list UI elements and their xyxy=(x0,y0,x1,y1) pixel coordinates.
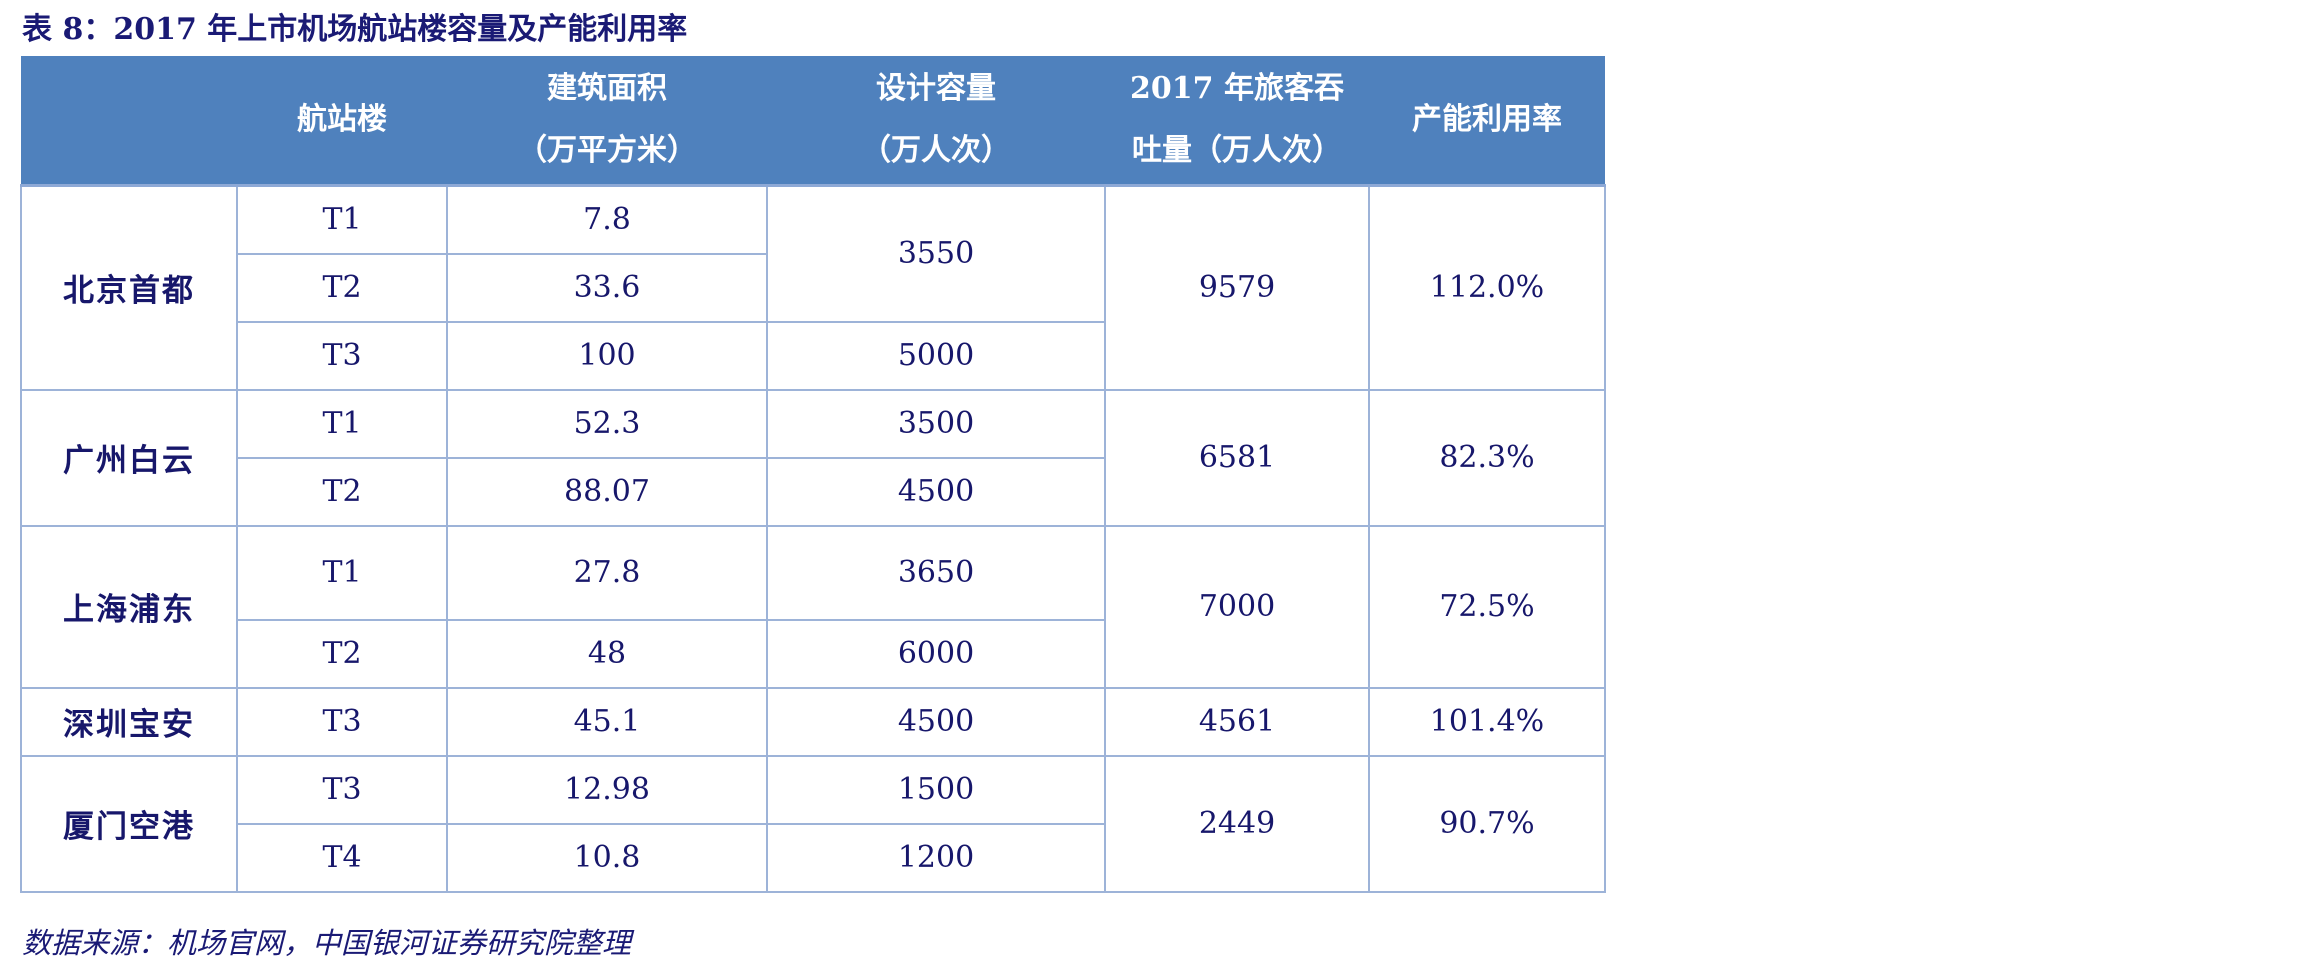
area-cell: 52.3 xyxy=(446,388,768,459)
capacity-cell: 3550 xyxy=(766,184,1106,323)
area-cell: 100 xyxy=(446,320,768,391)
airport-name: 深圳宝安 xyxy=(20,686,238,757)
terminal-cell: T3 xyxy=(236,320,448,391)
utilization-cell: 82.3% xyxy=(1368,388,1606,527)
table-header-row: 航站楼 建筑面积 （万平方米） 设计容量 （万人次） 2017 年旅客吞 吐量（… xyxy=(21,56,1605,186)
source-note: 数据来源：机场官网，中国银河证券研究院整理 xyxy=(22,926,632,960)
terminal-cell: T1 xyxy=(236,388,448,459)
capacity-cell: 3650 xyxy=(766,524,1106,621)
airport-name: 上海浦东 xyxy=(20,524,238,689)
header-area-line1: 建筑面积 xyxy=(547,71,667,106)
table-row: 上海浦东 T1 27.8 3650 7000 72.5% xyxy=(20,524,1606,689)
utilization-cell: 112.0% xyxy=(1368,184,1606,391)
throughput-cell: 2449 xyxy=(1104,754,1370,893)
throughput-cell: 7000 xyxy=(1104,524,1370,689)
capacity-cell: 1500 xyxy=(766,754,1106,825)
table-row: 广州白云 T1 52.3 3500 6581 82.3% xyxy=(20,388,1606,527)
header-capacity: 设计容量 （万人次） xyxy=(767,56,1105,186)
header-throughput-line2: 吐量（万人次） xyxy=(1132,133,1342,168)
area-cell: 33.6 xyxy=(446,252,768,323)
terminal-cell: T2 xyxy=(236,618,448,689)
area-cell: 48 xyxy=(446,618,768,689)
capacity-cell: 3500 xyxy=(766,388,1106,459)
header-capacity-line1: 设计容量 xyxy=(876,71,996,106)
area-cell: 88.07 xyxy=(446,456,768,527)
capacity-cell: 6000 xyxy=(766,618,1106,689)
table-row: 厦门空港 T3 12.98 1500 2449 90.7% xyxy=(20,754,1606,893)
capacity-cell: 5000 xyxy=(766,320,1106,391)
terminal-capacity-table: 航站楼 建筑面积 （万平方米） 设计容量 （万人次） 2017 年旅客吞 吐量（… xyxy=(20,56,1606,893)
throughput-cell: 4561 xyxy=(1104,686,1370,757)
utilization-cell: 101.4% xyxy=(1368,686,1606,757)
area-cell: 12.98 xyxy=(446,754,768,825)
terminal-cell: T3 xyxy=(236,686,448,757)
table-row: 北京首都 T1 7.8 3550 9579 112.0% xyxy=(20,184,1606,391)
utilization-cell: 72.5% xyxy=(1368,524,1606,689)
terminal-cell: T3 xyxy=(236,754,448,825)
terminal-cell: T2 xyxy=(236,252,448,323)
table-row: T3 100 5000 xyxy=(21,320,1605,391)
table-row: T4 10.8 1200 xyxy=(21,822,1605,893)
header-area-line2: （万平方米） xyxy=(517,133,697,168)
terminal-cell: T4 xyxy=(236,822,448,893)
airport-name: 北京首都 xyxy=(20,184,238,391)
terminal-cell: T1 xyxy=(236,184,448,255)
capacity-cell: 1200 xyxy=(766,822,1106,893)
header-throughput-line1: 2017 年旅客吞 xyxy=(1130,71,1344,106)
throughput-cell: 6581 xyxy=(1104,388,1370,527)
capacity-cell: 4500 xyxy=(766,686,1106,757)
header-airport xyxy=(21,56,237,186)
header-terminal: 航站楼 xyxy=(237,56,447,186)
area-cell: 7.8 xyxy=(446,184,768,255)
header-throughput: 2017 年旅客吞 吐量（万人次） xyxy=(1105,56,1369,186)
area-cell: 45.1 xyxy=(446,686,768,757)
table-row: 深圳宝安 T3 45.1 4500 4561 101.4% xyxy=(20,686,1606,757)
airport-name: 广州白云 xyxy=(20,388,238,527)
throughput-cell: 9579 xyxy=(1104,184,1370,391)
area-cell: 27.8 xyxy=(446,524,768,621)
header-area: 建筑面积 （万平方米） xyxy=(447,56,767,186)
header-utilization: 产能利用率 xyxy=(1369,56,1605,186)
area-cell: 10.8 xyxy=(446,822,768,893)
capacity-cell: 4500 xyxy=(766,456,1106,527)
table-title: 表 8：2017 年上市机场航站楼容量及产能利用率 xyxy=(22,12,688,47)
table-row: T2 48 6000 xyxy=(21,618,1605,689)
terminal-cell: T1 xyxy=(236,524,448,621)
terminal-cell: T2 xyxy=(236,456,448,527)
table-row: T2 33.6 xyxy=(21,252,1605,323)
utilization-cell: 90.7% xyxy=(1368,754,1606,893)
header-capacity-line2: （万人次） xyxy=(861,133,1011,168)
airport-name: 厦门空港 xyxy=(20,754,238,893)
table-row: T2 88.07 4500 xyxy=(21,456,1605,527)
